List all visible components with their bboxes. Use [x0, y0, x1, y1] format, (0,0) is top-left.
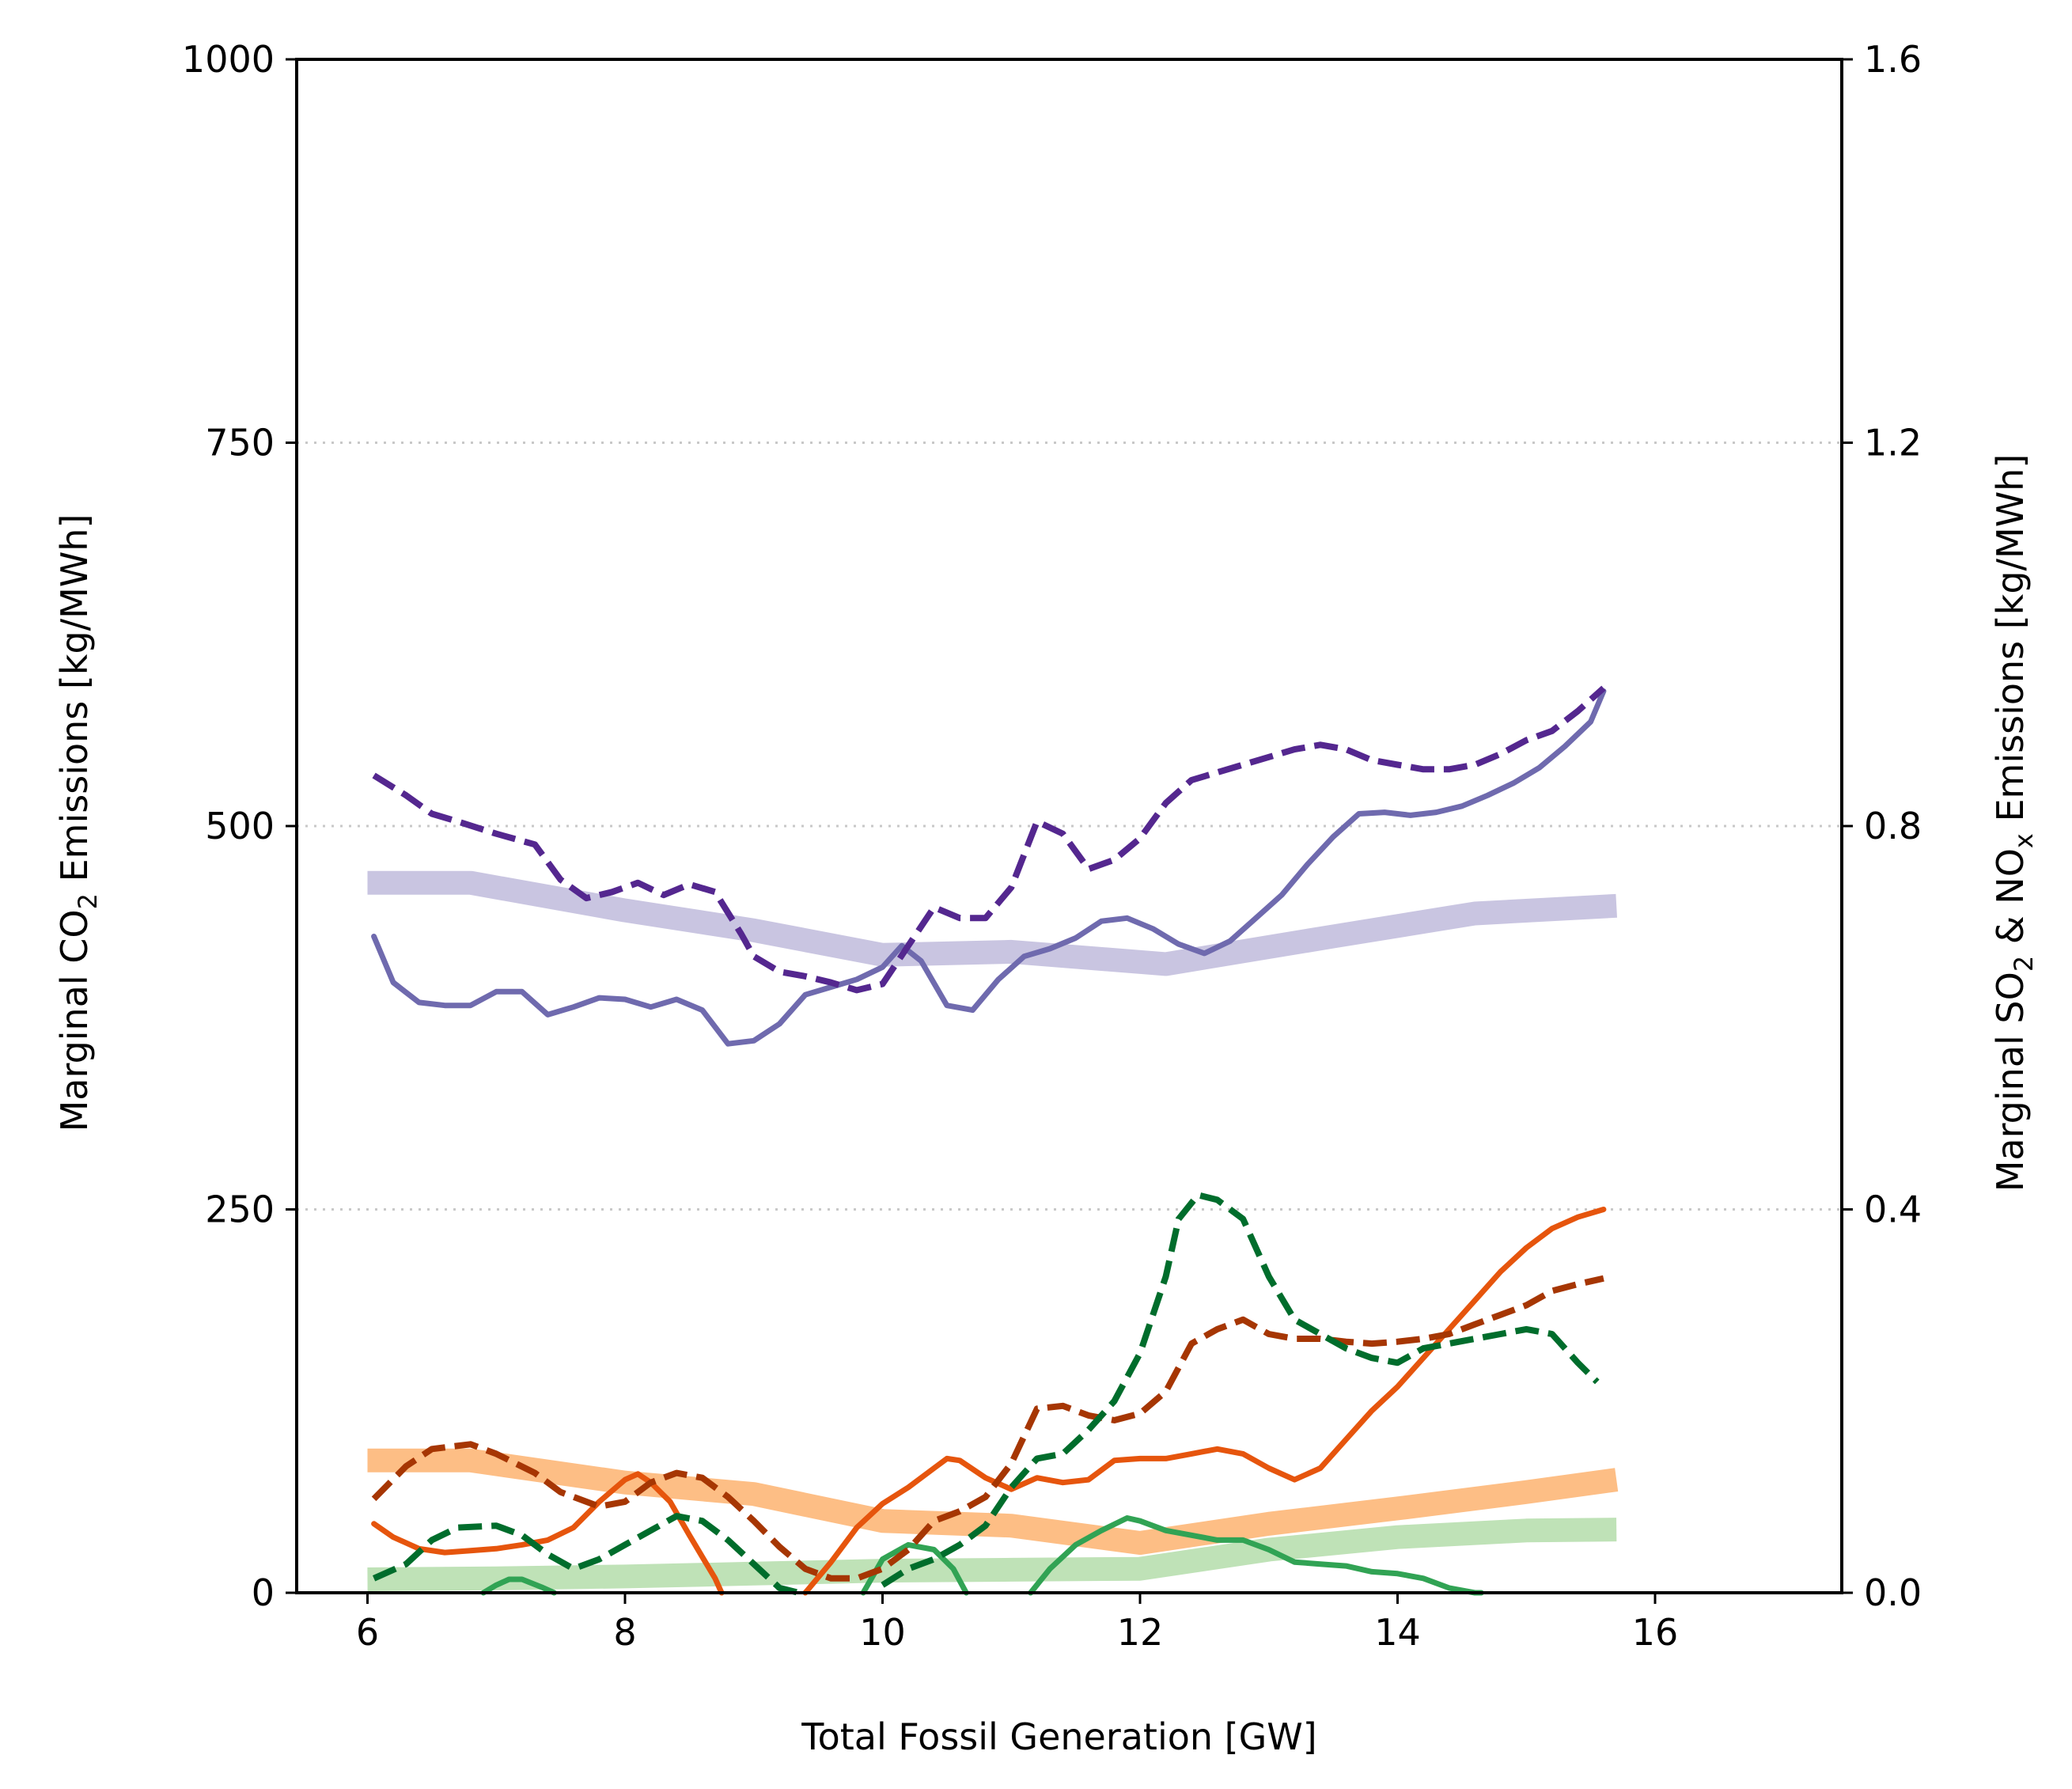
- y-right-label-mid: & NO: [1989, 848, 2032, 956]
- y-axis-right-label: Marginal SO2 & NOx Emissions [kg/MWh]: [1989, 454, 2039, 1192]
- y-left-label-post: Emissions [kg/MWh]: [53, 514, 96, 893]
- axis-ticks: 6 8 10 12 14 16 0 250 500 750 1000 0.0 0.4 0.8 1.2 1.6: [182, 38, 1922, 1654]
- y-right-tick-label: 0.8: [1864, 805, 1922, 847]
- x-tick-label: 6: [356, 1611, 379, 1654]
- series-line-average: [367, 1448, 1619, 1555]
- y-right-tick-label: 0.4: [1864, 1188, 1922, 1231]
- series-line-dashed: [371, 1275, 1604, 1582]
- y-right-label-sub1: 2: [2009, 956, 2039, 972]
- y-right-tick-label: 0.0: [1864, 1571, 1922, 1614]
- x-tick-label: 8: [613, 1611, 636, 1654]
- series-line-average: [367, 870, 1618, 976]
- x-tick-label: 16: [1632, 1611, 1679, 1654]
- series-line-solid: [371, 1471, 725, 1596]
- grid-lines: [297, 442, 1842, 1211]
- series-line-solid: [371, 688, 1607, 1047]
- series-line-dashed: [372, 1513, 805, 1596]
- plot-frame: [295, 58, 1843, 1594]
- y-right-label-post: Emissions [kg/MWh]: [1989, 454, 2032, 833]
- y-right-label-sub2: x: [2009, 833, 2039, 848]
- series-line-average: [367, 1518, 1617, 1591]
- y-left-tick-label: 500: [205, 805, 275, 847]
- y-right-tick-label: 1.6: [1864, 38, 1922, 81]
- x-tick-label: 14: [1374, 1611, 1421, 1654]
- y-left-tick-label: 1000: [182, 38, 275, 81]
- y-right-label-pre: Marginal SO: [1989, 972, 2032, 1192]
- series-lines: [367, 685, 1619, 1596]
- x-tick-label: 12: [1117, 1611, 1164, 1654]
- x-axis-label: Total Fossil Generation [GW]: [801, 1715, 1316, 1758]
- y-right-tick-label: 1.2: [1864, 422, 1922, 464]
- y-left-label-sub: 2: [73, 893, 103, 909]
- y-axis-left-label: Marginal CO2 Emissions [kg/MWh]: [53, 514, 103, 1132]
- series-line-solid: [1028, 1515, 1484, 1596]
- series-line-solid: [480, 1576, 557, 1596]
- x-tick-label: 10: [859, 1611, 906, 1654]
- y-left-tick-label: 0: [252, 1571, 275, 1614]
- series-line-dashed: [372, 685, 1606, 994]
- series-line-solid: [802, 1207, 1607, 1596]
- series-line-solid: [860, 1541, 969, 1596]
- y-left-label-pre: Marginal CO: [53, 909, 96, 1131]
- series-line-dashed: [881, 1192, 1600, 1588]
- y-left-tick-label: 750: [205, 422, 275, 464]
- y-left-tick-label: 250: [205, 1188, 275, 1231]
